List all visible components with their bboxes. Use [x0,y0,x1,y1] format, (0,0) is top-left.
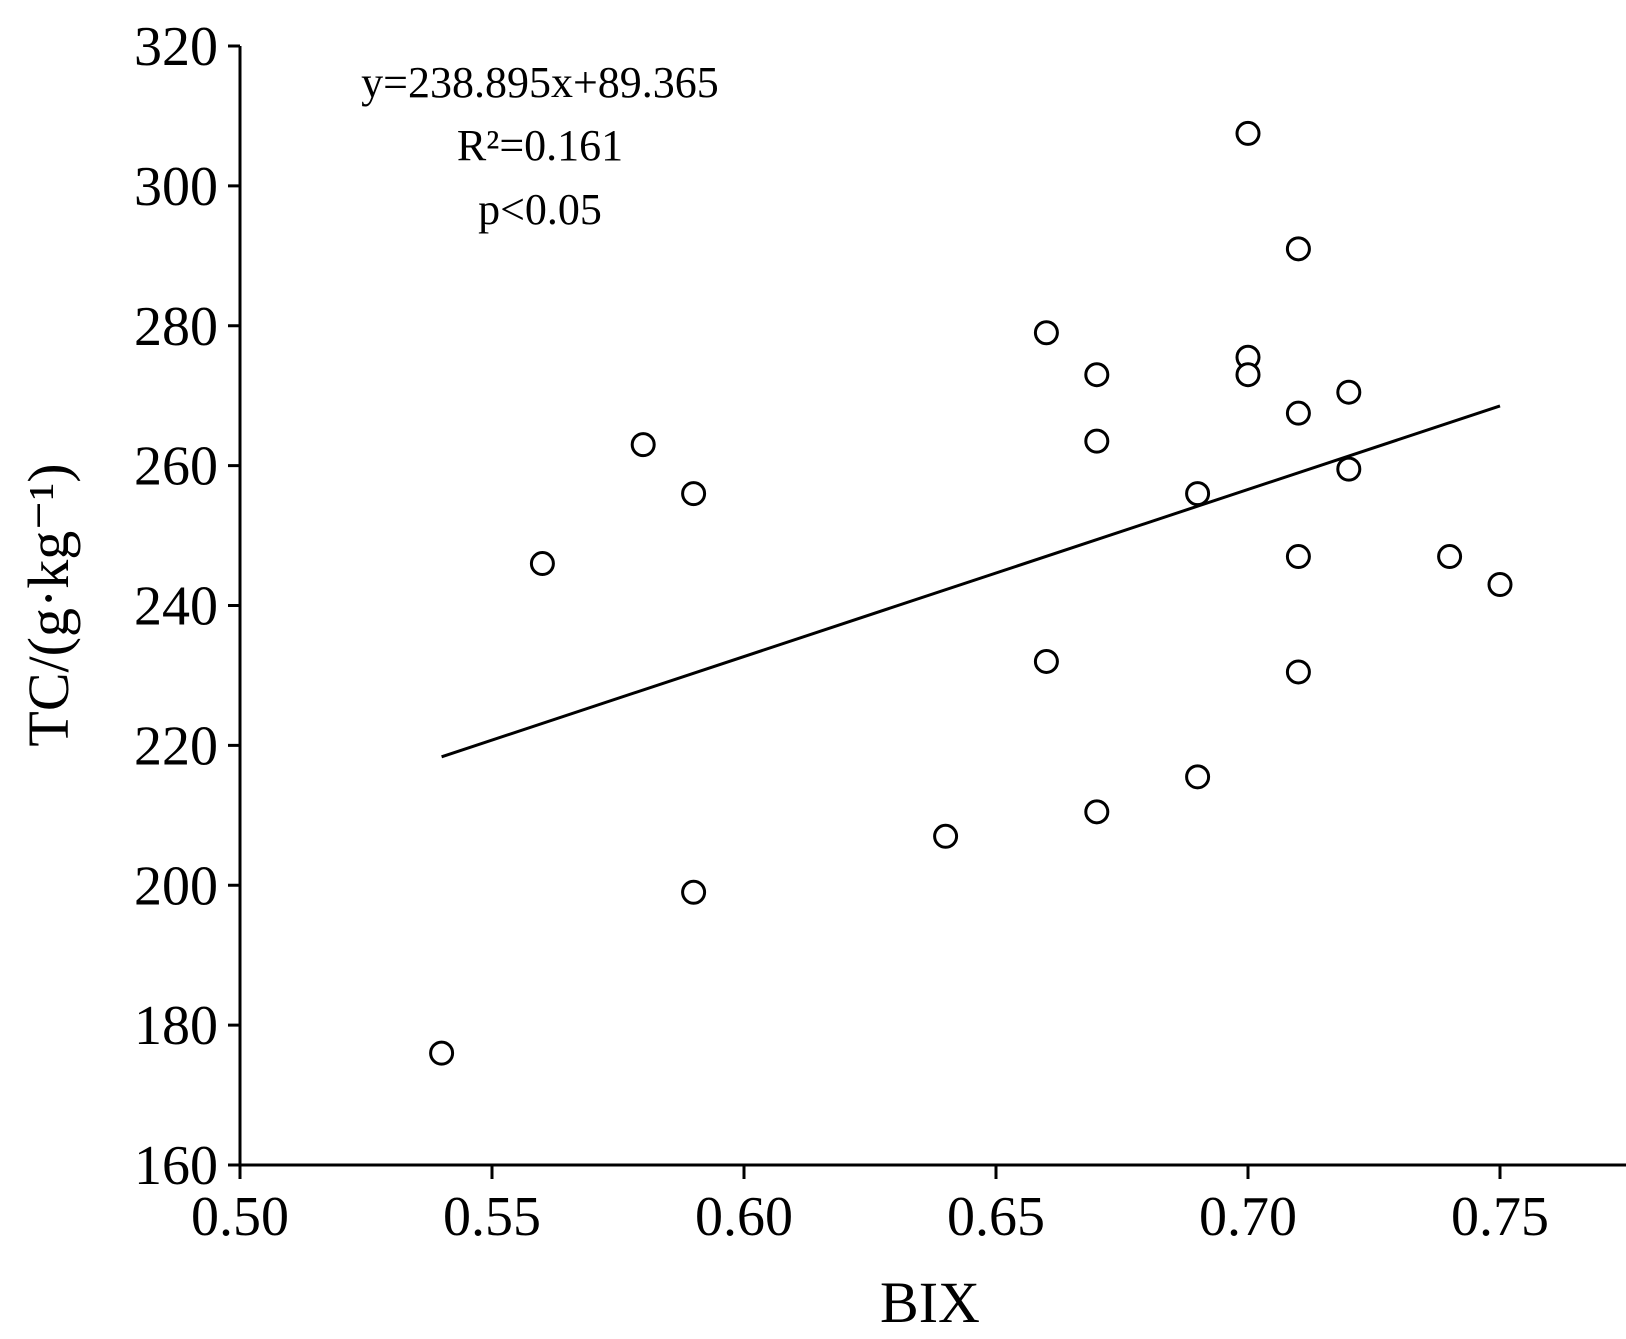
data-point [1336,456,1362,482]
y-tick-label: 280 [134,296,218,358]
regression-equation: y=238.895x+89.365 [361,58,719,107]
data-point [681,481,707,507]
data-point [630,432,656,458]
y-tick-label: 240 [134,576,218,638]
data-point [1185,764,1211,790]
data-point [1285,400,1311,426]
x-tick-label: 0.50 [191,1186,289,1248]
data-point [681,879,707,905]
y-tick-label: 160 [134,1135,218,1197]
regression-line [441,404,1501,759]
x-tick-label: 0.65 [947,1186,1045,1248]
x-tick-label: 0.75 [1451,1186,1549,1248]
x-ticks: 0.50 0.55 0.60 0.65 0.70 0.75 [191,1165,1549,1248]
y-tick-label: 260 [134,436,218,498]
y-tick-label: 300 [134,156,218,218]
regression-line-group [441,404,1501,759]
data-point [1235,120,1261,146]
axes [238,46,1626,1167]
y-tick-label: 320 [134,16,218,78]
data-point [1336,379,1362,405]
y-ticks: 160 180 200 220 240 260 280 300 320 [134,16,240,1197]
p-value-label: p<0.05 [478,185,602,234]
x-tick-label: 0.60 [695,1186,793,1248]
x-tick-label: 0.55 [443,1186,541,1248]
data-point [933,823,959,849]
data-point [1033,648,1059,674]
data-points [429,120,1513,1066]
data-point [1084,428,1110,454]
y-tick-label: 220 [134,715,218,777]
y-tick-label: 180 [134,995,218,1057]
data-point [1487,572,1513,598]
data-point [1437,544,1463,570]
data-point [1084,362,1110,388]
data-point [1285,236,1311,262]
data-point [1285,659,1311,685]
data-point [1235,362,1261,388]
data-point [1285,544,1311,570]
x-tick-label: 0.70 [1199,1186,1297,1248]
data-point [529,551,555,577]
data-point [429,1040,455,1066]
x-axis-title: BIX [880,1270,980,1335]
data-point [1033,320,1059,346]
y-axis-title: TC/(g·kg⁻¹) [16,463,81,746]
data-point [1084,799,1110,825]
r-squared-label: R²=0.161 [457,121,623,170]
annotation-block: y=238.895x+89.365 R²=0.161 p<0.05 [361,58,719,234]
y-tick-label: 200 [134,855,218,917]
data-point [1185,481,1211,507]
